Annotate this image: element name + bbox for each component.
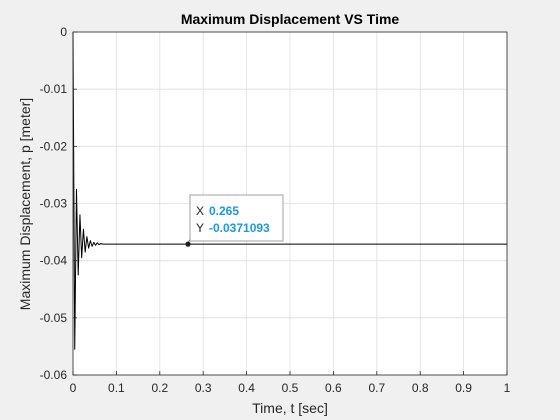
axes[interactable]: 0 0.1 0.2 0.3 0.4 0.5 0.6 0.7 0.8 0.9 1 0 -0.01 -0.0… (40, 25, 511, 395)
x-tick-label: 0.1 (108, 381, 125, 395)
x-tick-label: 0.3 (195, 381, 212, 395)
line-layer (72, 31, 507, 350)
x-tick-label: 0 (70, 381, 77, 395)
datatip-x-value: 0.265 (209, 204, 239, 218)
x-tick-label: 0.6 (325, 381, 342, 395)
datatip-marker[interactable] (185, 241, 191, 247)
y-tick-label: -0.01 (40, 82, 68, 96)
x-tick-label: 0.4 (238, 381, 255, 395)
x-tick-label: 1 (504, 381, 511, 395)
datatip-box (189, 194, 284, 242)
y-tick-group: 0 -0.01 -0.02 -0.03 -0.04 -0.05 -0.06 (40, 25, 77, 382)
y-tick-label: -0.05 (40, 311, 68, 325)
y-tick-label: 0 (60, 25, 67, 39)
x-axis-label: Time, t [sec] (252, 400, 328, 416)
y-tick-label: -0.04 (40, 254, 68, 268)
x-tick-label: 0.7 (368, 381, 385, 395)
x-tick-label: 0.9 (455, 381, 472, 395)
x-tick-label: 0.8 (412, 381, 429, 395)
y-tick-label: -0.06 (40, 368, 68, 382)
y-axis-label: Maximum Displacement, p [meter] (17, 98, 33, 310)
datatip-y-value: -0.0371093 (209, 221, 270, 235)
datatip[interactable]: X 0.265 Y -0.0371093 (185, 194, 284, 247)
y-tick-label: -0.03 (40, 197, 68, 211)
x-tick-label: 0.5 (282, 381, 299, 395)
datatip-y-key: Y (196, 221, 204, 235)
x-tick-label: 0.2 (151, 381, 168, 395)
x-tick-group: 0 0.1 0.2 0.3 0.4 0.5 0.6 0.7 0.8 0.9 1 (70, 371, 511, 395)
datatip-x-key: X (196, 204, 204, 218)
chart-title: Maximum Displacement VS Time (181, 11, 400, 27)
y-tick-label: -0.02 (40, 139, 68, 153)
series-line (72, 31, 507, 350)
